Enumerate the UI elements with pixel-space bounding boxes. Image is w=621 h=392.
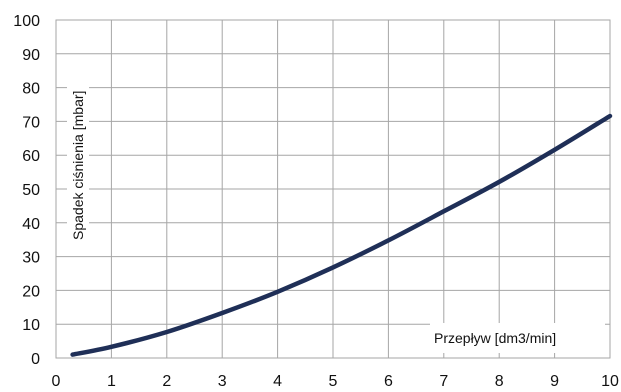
x-tick-label: 8 [495,373,504,390]
y-tick-label: 30 [22,250,40,267]
x-axis-title: Przepływ [dm3/min] [434,330,556,346]
y-axis-title-background [67,74,89,246]
x-tick-label: 9 [550,373,559,390]
x-tick-label: 2 [162,373,171,390]
series-line [70,113,613,357]
y-tick-label: 100 [13,13,40,30]
y-tick-label: 0 [31,351,40,368]
x-tick-label: 6 [384,373,393,390]
grid [55,19,611,359]
x-tick-label: 1 [107,373,116,390]
y-tick-labels: 0 10 20 30 40 50 60 70 80 90 100 [13,13,40,368]
y-tick-label: 20 [22,283,40,300]
y-tick-label: 60 [22,148,40,165]
series-layer [70,113,613,357]
y-tick-label: 50 [22,182,40,199]
x-tick-labels: 0 1 2 3 4 5 6 7 8 9 10 [52,373,619,390]
y-tick-label: 10 [22,317,40,334]
x-tick-label: 7 [439,373,448,390]
x-tick-label: 5 [329,373,338,390]
y-tick-label: 80 [22,81,40,98]
y-tick-label: 90 [22,47,40,64]
x-tick-label: 10 [601,373,619,390]
x-tick-label: 3 [218,373,227,390]
y-axis-title: Spadek ciśnienia [mbar] [70,91,86,240]
y-tick-label: 70 [22,114,40,131]
x-tick-label: 0 [52,373,61,390]
y-tick-label: 40 [22,216,40,233]
x-axis-title-background [430,323,605,353]
x-tick-label: 4 [273,373,282,390]
